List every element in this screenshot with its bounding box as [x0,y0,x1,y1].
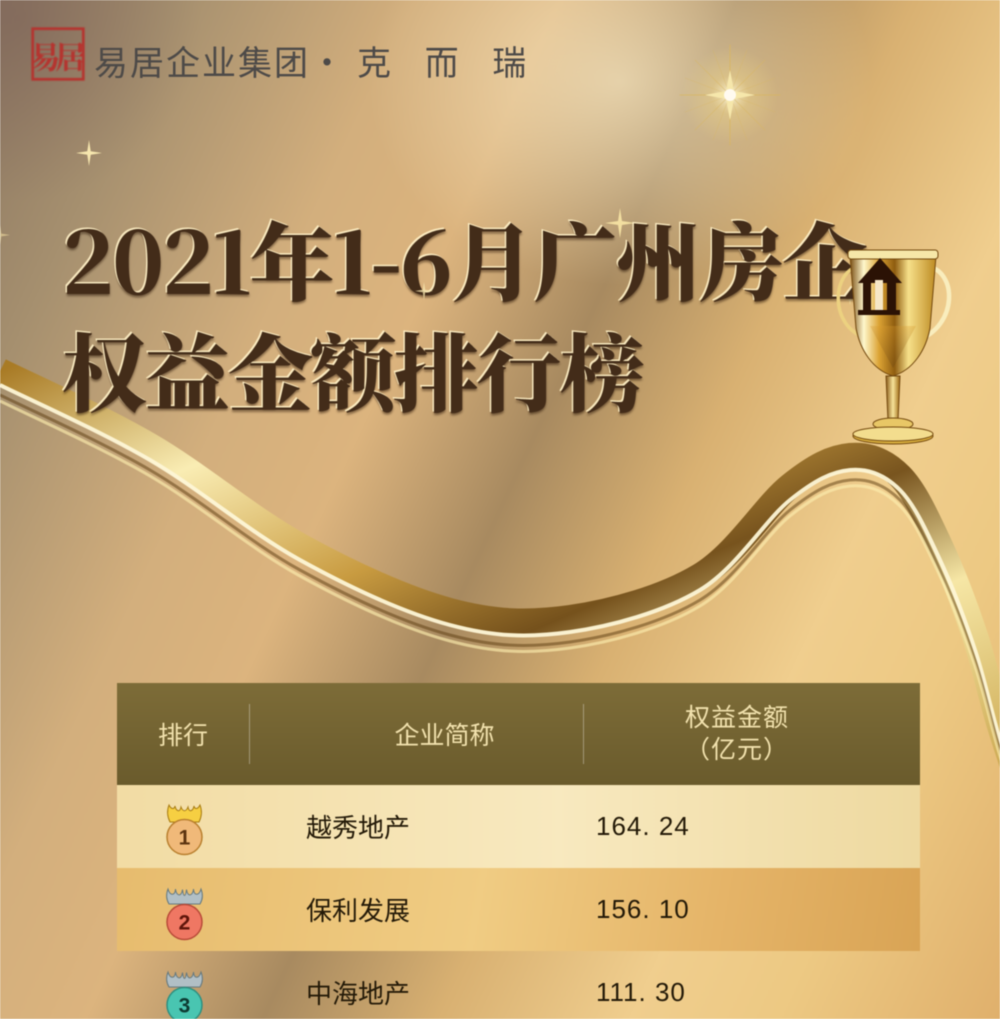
svg-text:1: 1 [178,826,190,849]
svg-text:2: 2 [178,911,190,934]
svg-text:3: 3 [178,994,190,1017]
